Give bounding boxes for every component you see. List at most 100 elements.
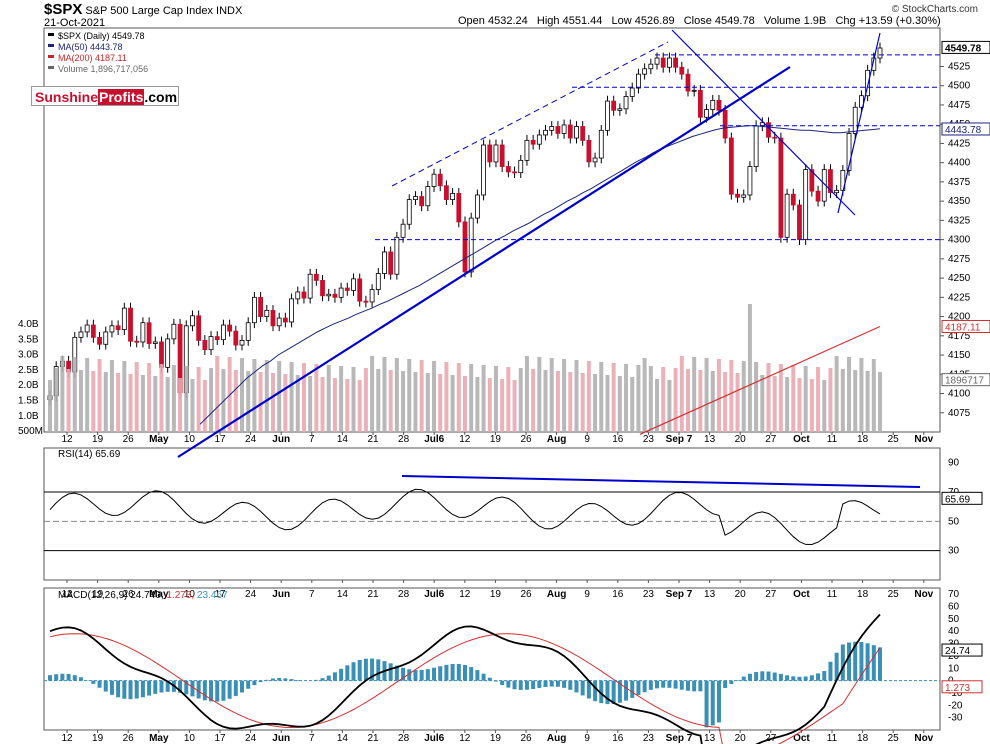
candle-body bbox=[121, 307, 127, 331]
macd-histogram-bar bbox=[853, 641, 858, 681]
macd-histogram-bar bbox=[345, 665, 350, 681]
candle-body bbox=[586, 139, 592, 163]
macd-histogram-bar bbox=[116, 680, 121, 698]
volume-bar bbox=[772, 376, 777, 432]
candle-body bbox=[382, 251, 387, 274]
candle-body bbox=[394, 236, 400, 275]
candle-body bbox=[245, 322, 251, 341]
macd-histogram-bar bbox=[624, 680, 629, 701]
macd-histogram-bar bbox=[221, 680, 226, 701]
volume-bar bbox=[636, 365, 641, 432]
macd-hist-marker: 1.273 bbox=[945, 683, 970, 694]
x-axis-label: 13 bbox=[704, 434, 716, 445]
candle-body bbox=[691, 89, 697, 92]
macd-histogram-bar bbox=[655, 680, 660, 689]
candle-body bbox=[78, 331, 84, 338]
volume-tick-label: 3.5B bbox=[18, 334, 39, 345]
x-axis-label: 26 bbox=[520, 434, 532, 445]
macd-histogram-bar bbox=[363, 658, 368, 681]
macd-histogram-bar bbox=[679, 680, 684, 690]
volume-bar bbox=[878, 372, 882, 432]
x-axis-label: 9 bbox=[584, 434, 590, 445]
volume-bar bbox=[66, 369, 71, 432]
price-tick-label: 4075 bbox=[948, 408, 971, 419]
x-axis-label: 24 bbox=[245, 733, 257, 744]
x-axis-label: 10 bbox=[184, 589, 196, 600]
macd-signal-line bbox=[49, 633, 881, 744]
volume-bar bbox=[184, 366, 189, 432]
ma200-marker-box bbox=[941, 319, 990, 333]
candle-body bbox=[580, 126, 586, 141]
macd-histogram-bar bbox=[865, 643, 870, 681]
macd-histogram-bar bbox=[524, 680, 529, 690]
volume-bar bbox=[624, 364, 629, 432]
candle-body bbox=[357, 278, 363, 302]
volume-bar bbox=[469, 364, 474, 432]
volume-bar bbox=[568, 372, 573, 432]
breakout-line bbox=[837, 32, 881, 214]
macd-histogram-bar bbox=[754, 672, 759, 681]
macd-histogram-bar bbox=[549, 680, 554, 687]
volume-bar bbox=[252, 359, 257, 432]
x-axis-label: 23 bbox=[643, 589, 655, 600]
ohlc-readout: Open 4532.24 High 4551.44 Low 4526.89 Cl… bbox=[458, 15, 941, 27]
x-axis-label: 28 bbox=[398, 733, 410, 744]
volume-bar bbox=[803, 366, 808, 432]
rsi-tick-label: 30 bbox=[948, 546, 960, 557]
volume-bar bbox=[54, 368, 59, 432]
volume-bar bbox=[853, 370, 858, 432]
price-tick-label: 4200 bbox=[948, 312, 971, 323]
panel-frame-3 bbox=[43, 587, 941, 731]
candle-body bbox=[84, 324, 90, 333]
macd-histogram-bar bbox=[878, 647, 882, 681]
legend-swatch bbox=[48, 66, 54, 69]
macd-histogram-bar bbox=[568, 680, 573, 690]
macd-histogram-bar bbox=[512, 680, 517, 690]
macd-histogram-bar bbox=[178, 680, 183, 693]
volume-bar bbox=[524, 356, 529, 432]
volume-bar bbox=[277, 361, 282, 432]
x-axis-label: 27 bbox=[765, 434, 777, 445]
candle-body bbox=[524, 139, 530, 161]
last-price-marker: 4549.78 bbox=[945, 43, 982, 54]
macd-histogram-bar bbox=[295, 679, 300, 681]
price-tick-label: 4300 bbox=[948, 235, 971, 246]
volume-bar bbox=[264, 360, 269, 432]
volume-bar bbox=[438, 374, 443, 432]
macd-histogram-bar bbox=[456, 663, 461, 681]
macd-histogram-bar bbox=[593, 680, 598, 702]
volume-bar bbox=[419, 360, 424, 432]
candle-body bbox=[772, 136, 778, 139]
macd-histogram-bar bbox=[599, 680, 604, 704]
macd-histogram-bar bbox=[586, 680, 591, 699]
volume-bar bbox=[859, 358, 864, 432]
candle-body bbox=[270, 310, 276, 327]
candle-body bbox=[741, 194, 747, 198]
rsi-marker-box bbox=[941, 491, 983, 505]
volume-bar bbox=[481, 365, 486, 432]
volume-bar bbox=[394, 358, 399, 432]
macd-histogram-bar bbox=[605, 680, 610, 705]
volume-bar bbox=[531, 369, 536, 432]
macd-histogram-bar bbox=[704, 680, 709, 728]
candle-body bbox=[673, 57, 678, 68]
candle-body bbox=[766, 122, 771, 138]
volume-bar bbox=[611, 363, 616, 432]
macd-histogram-bar bbox=[432, 667, 437, 681]
x-axis-label: 18 bbox=[857, 733, 869, 744]
macd-histogram-bar bbox=[710, 680, 715, 726]
x-axis-label: 19 bbox=[490, 733, 502, 744]
candle-body bbox=[784, 193, 790, 238]
volume-bar bbox=[345, 379, 350, 432]
price-tick-label: 4500 bbox=[948, 81, 971, 92]
candle-body bbox=[295, 291, 301, 300]
candle-body bbox=[115, 325, 121, 331]
macd-histogram-bar bbox=[772, 672, 777, 681]
macd-label-part: MACD(12,26,9) 24.740, bbox=[58, 590, 166, 601]
volume-bar bbox=[165, 377, 170, 432]
volume-bar bbox=[370, 356, 375, 432]
volume-tick-label: 1.0B bbox=[18, 411, 39, 422]
x-axis-label: 7 bbox=[309, 733, 315, 744]
macd-histogram-bar bbox=[840, 644, 845, 681]
x-axis-label: 13 bbox=[704, 589, 716, 600]
